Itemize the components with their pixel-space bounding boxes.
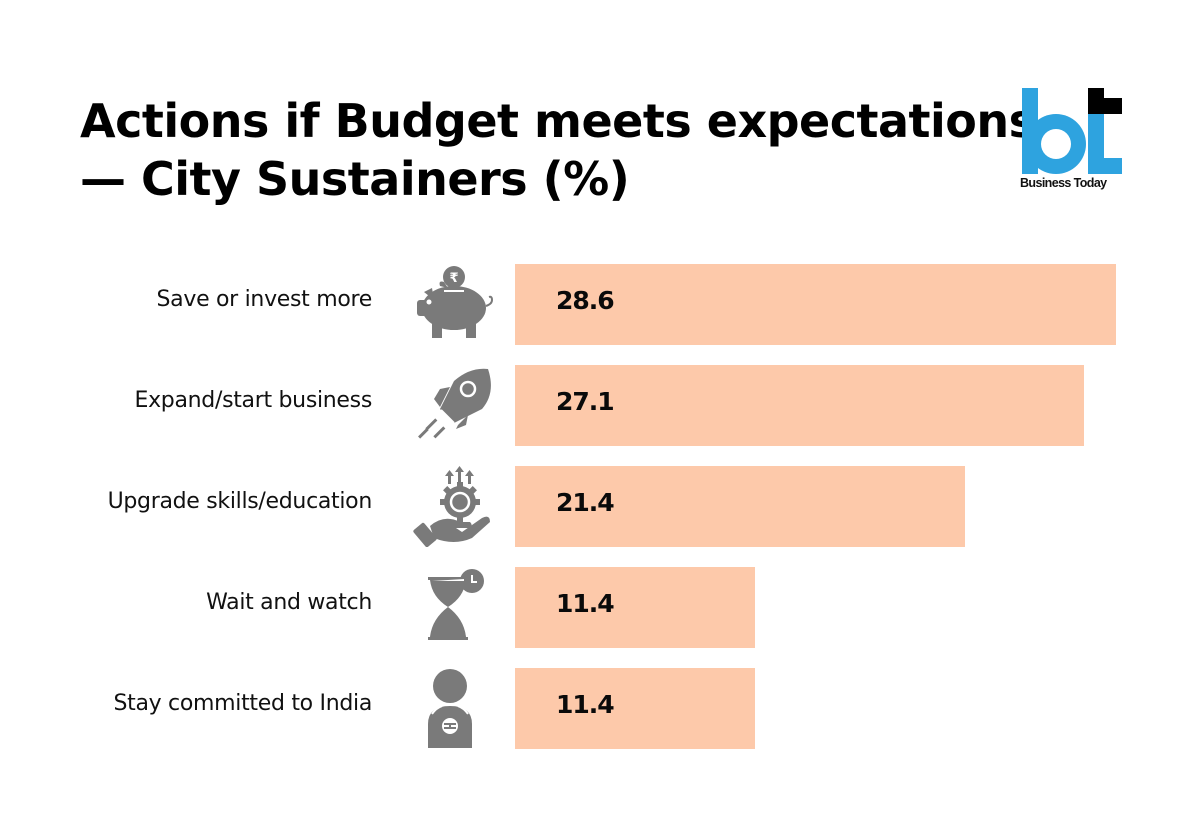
bar-row: Expand/start business 27.1 [0, 365, 1200, 446]
category-label: Stay committed to India [113, 691, 372, 716]
category-label: Expand/start business [134, 388, 372, 413]
bar [515, 365, 1084, 446]
chart-title-line2: — City Sustainers (%) [80, 152, 630, 206]
value-label: 11.4 [556, 690, 615, 719]
bar-row: Save or invest more ₹ 28.6 [0, 264, 1200, 345]
category-label: Upgrade skills/education [107, 489, 373, 514]
hand-gear-growth-icon [410, 466, 500, 548]
person-badge-icon [410, 668, 500, 749]
value-label: 27.1 [556, 387, 615, 416]
bar-row: Wait and watch 11.4 [0, 567, 1200, 648]
value-label: 21.4 [556, 488, 615, 517]
hourglass-clock-icon [410, 567, 500, 648]
category-label: Save or invest more [156, 287, 373, 312]
bar [515, 668, 755, 749]
svg-text:₹: ₹ [449, 271, 458, 286]
chart-title-line1: Actions if Budget meets expectations [80, 94, 1036, 148]
bar [515, 567, 755, 648]
chart-title: Actions if Budget meets expectations — C… [80, 92, 1036, 208]
bar [515, 466, 965, 547]
value-label: 28.6 [556, 286, 615, 315]
bar-row: Stay committed to India 11.4 [0, 668, 1200, 749]
value-label: 11.4 [556, 589, 615, 618]
category-label: Wait and watch [206, 590, 372, 615]
bar-row: Upgrade skills/education 21.4 [0, 466, 1200, 548]
bt-logo-icon [1022, 88, 1122, 174]
logo-text: Business Today [1020, 176, 1107, 190]
business-today-logo: Business Today [1018, 86, 1124, 196]
bar [515, 264, 1116, 345]
rocket-icon [410, 365, 500, 446]
piggy-bank-icon: ₹ [410, 264, 500, 345]
